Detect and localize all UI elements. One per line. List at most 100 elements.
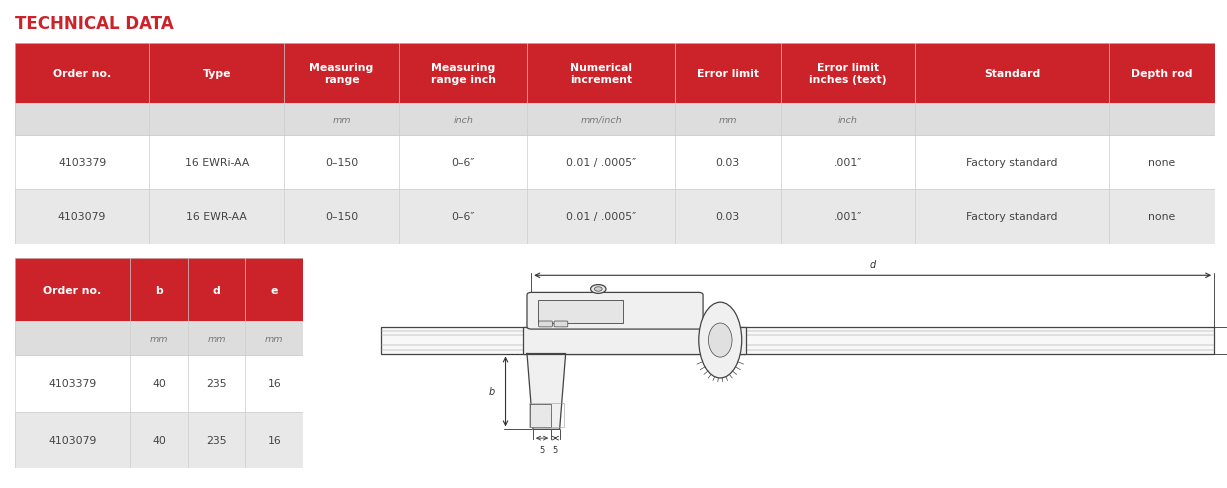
Text: 0–6″: 0–6″ [452, 158, 475, 168]
Bar [285, 190, 399, 244]
Bar [915, 136, 1109, 190]
Bar [130, 355, 188, 412]
Text: d: d [870, 260, 876, 270]
Bar [245, 322, 303, 355]
Text: Standard: Standard [984, 69, 1040, 79]
Text: 4103379: 4103379 [58, 158, 107, 168]
Bar [15, 104, 150, 136]
Text: mm: mm [265, 334, 283, 343]
Ellipse shape [708, 324, 733, 357]
Text: Depth rod: Depth rod [1131, 69, 1193, 79]
Bar [528, 44, 675, 104]
Text: mm: mm [150, 334, 168, 343]
Bar [188, 259, 245, 322]
Text: mm: mm [333, 116, 351, 124]
Bar [245, 412, 303, 468]
Text: none: none [1148, 158, 1175, 168]
Bar [915, 44, 1109, 104]
Bar [1109, 104, 1215, 136]
Text: 5: 5 [552, 445, 558, 454]
FancyBboxPatch shape [539, 322, 552, 327]
Text: d: d [212, 285, 221, 295]
Bar [523, 327, 746, 354]
Text: Order no.: Order no. [43, 285, 102, 295]
Bar [528, 190, 675, 244]
Bar [285, 104, 399, 136]
Bar [675, 104, 780, 136]
Bar [15, 136, 150, 190]
Bar [380, 327, 1215, 354]
Bar [399, 104, 528, 136]
Text: .001″: .001″ [834, 212, 863, 222]
Bar [780, 190, 915, 244]
Text: none: none [1148, 212, 1175, 222]
Text: mm: mm [207, 334, 226, 343]
Text: 0.03: 0.03 [715, 212, 740, 222]
Bar [675, 136, 780, 190]
Text: 40: 40 [152, 379, 166, 388]
Bar [675, 190, 780, 244]
Bar [188, 355, 245, 412]
Bar [1109, 136, 1215, 190]
Bar [399, 136, 528, 190]
Text: 5: 5 [540, 445, 545, 454]
Text: 235: 235 [206, 435, 227, 445]
Text: Measuring
range: Measuring range [309, 63, 374, 85]
Bar [530, 404, 551, 427]
Text: Numerical
increment: Numerical increment [571, 63, 632, 85]
Text: b: b [490, 386, 496, 397]
Bar [529, 403, 564, 427]
Bar [150, 190, 285, 244]
Bar [915, 190, 1109, 244]
Text: mm/inch: mm/inch [580, 116, 622, 124]
Bar [528, 104, 675, 136]
Bar [130, 412, 188, 468]
Bar [1109, 44, 1215, 104]
Bar [130, 259, 188, 322]
Bar [15, 190, 150, 244]
Bar [188, 322, 245, 355]
Text: Type: Type [202, 69, 231, 79]
Text: Factory standard: Factory standard [967, 158, 1058, 168]
Text: 16: 16 [267, 435, 281, 445]
Bar [245, 259, 303, 322]
Text: 235: 235 [206, 379, 227, 388]
Text: mm: mm [718, 116, 737, 124]
Text: Error limit
inches (text): Error limit inches (text) [810, 63, 887, 85]
Bar [150, 136, 285, 190]
Text: 4103079: 4103079 [48, 435, 97, 445]
Text: 40: 40 [152, 435, 166, 445]
Bar [675, 44, 780, 104]
Bar [130, 322, 188, 355]
Text: 0.01 / .0005″: 0.01 / .0005″ [566, 212, 636, 222]
Text: 4103079: 4103079 [58, 212, 107, 222]
Bar [15, 259, 130, 322]
Text: 4103379: 4103379 [48, 379, 97, 388]
Bar [915, 104, 1109, 136]
Bar [780, 136, 915, 190]
Bar [15, 412, 130, 468]
FancyBboxPatch shape [555, 322, 568, 327]
Polygon shape [526, 354, 566, 429]
Text: 16 EWR-AA: 16 EWR-AA [187, 212, 248, 222]
Bar [150, 44, 285, 104]
Bar [285, 44, 399, 104]
Text: Order no.: Order no. [53, 69, 112, 79]
Bar [780, 104, 915, 136]
Bar [539, 300, 623, 323]
Bar [399, 190, 528, 244]
Ellipse shape [699, 303, 741, 378]
Text: 16: 16 [267, 379, 281, 388]
Bar [780, 44, 915, 104]
Text: .001″: .001″ [834, 158, 863, 168]
Text: 28,5: 28,5 [544, 407, 553, 425]
Text: Factory standard: Factory standard [967, 212, 1058, 222]
Circle shape [590, 285, 606, 294]
Text: 0–150: 0–150 [325, 212, 358, 222]
Text: b: b [155, 285, 163, 295]
Bar [150, 104, 285, 136]
Text: 0–150: 0–150 [325, 158, 358, 168]
Text: e: e [270, 285, 279, 295]
Text: inch: inch [838, 116, 858, 124]
Bar [528, 136, 675, 190]
